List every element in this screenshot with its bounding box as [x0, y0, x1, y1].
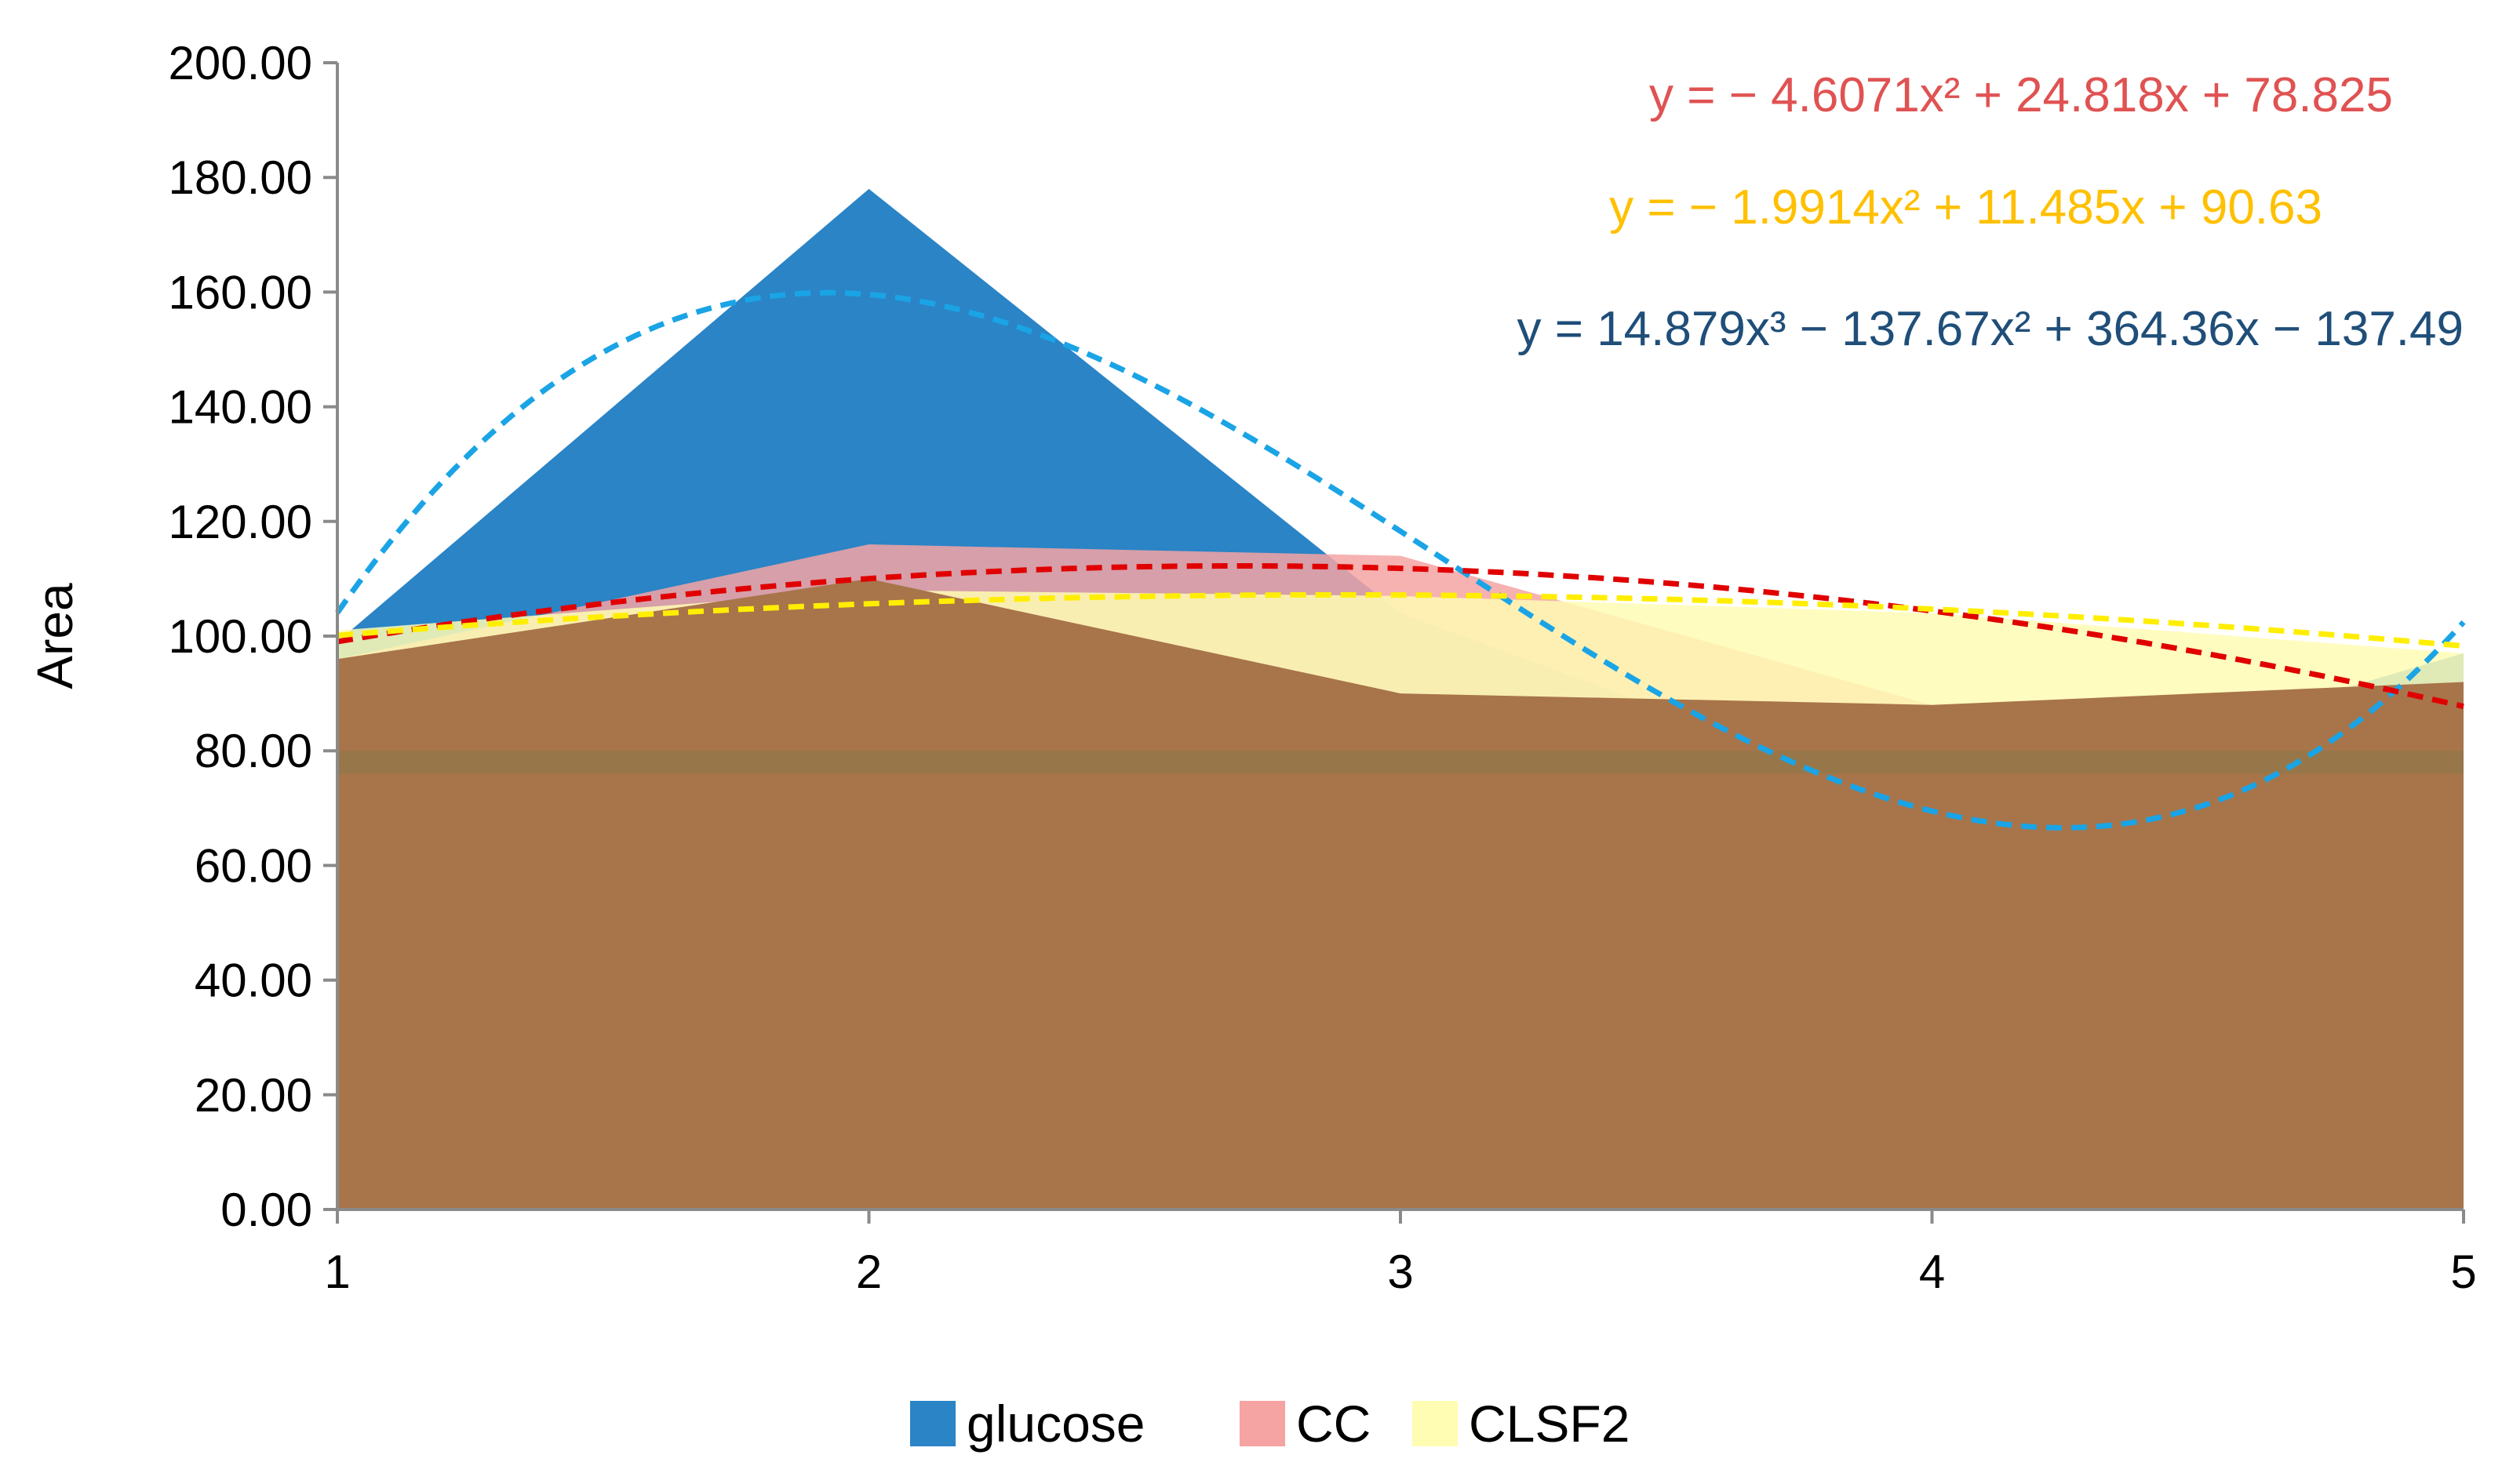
- x-tick-label: 1: [324, 1246, 350, 1298]
- y-tick-label: 100.00: [168, 610, 312, 663]
- y-tick-label: 180.00: [168, 151, 312, 204]
- y-tick-label: 20.00: [195, 1069, 312, 1122]
- legend-swatch-clsf2: [1412, 1401, 1458, 1446]
- x-tick-label: 3: [1387, 1246, 1413, 1298]
- overlap-area: [337, 578, 2464, 1209]
- x-tick-label: 2: [856, 1246, 882, 1298]
- legend-label-cc: CC: [1296, 1395, 1371, 1453]
- x-tick-label: 4: [1919, 1246, 1945, 1298]
- y-axis-ticks: 0.00 20.00 40.00 60.00 80.00 100.00 120.00 140.…: [168, 37, 337, 1236]
- trendline-clsf2: [337, 591, 2464, 649]
- y-tick-label: 0.00: [220, 1184, 312, 1236]
- y-tick-label: 80.00: [195, 725, 312, 777]
- trendline-cc: [337, 563, 2464, 710]
- legend-swatch-glucose: [910, 1401, 956, 1446]
- legend: glucose CC CLSF2: [910, 1395, 1630, 1453]
- y-tick-label: 160.00: [168, 266, 312, 318]
- y-tick-label: 200.00: [168, 37, 312, 89]
- legend-label-clsf2: CLSF2: [1469, 1395, 1630, 1453]
- y-tick-label: 40.00: [195, 955, 312, 1007]
- y-axis-title: Area: [27, 583, 83, 689]
- trendline-glucose: [335, 289, 2466, 831]
- legend-swatch-cc: [1240, 1401, 1285, 1446]
- y-tick-label: 120.00: [168, 496, 312, 548]
- equation-glucose: y = 14.879x³ − 137.67x² + 364.36x − 137.…: [1517, 302, 2464, 356]
- x-axis-ticks: 1 2 3 4 5: [324, 1209, 2477, 1298]
- overlap-band: [337, 751, 2464, 774]
- y-tick-label: 140.00: [168, 381, 312, 434]
- trendlines: [335, 289, 2466, 831]
- legend-label-glucose: glucose: [967, 1395, 1145, 1453]
- equation-clsf2: y = − 1.9914x² + 11.485x + 90.63: [1609, 180, 2322, 235]
- area-overlap: [337, 578, 2464, 1209]
- equation-cc: y = − 4.6071x² + 24.818x + 78.825: [1649, 68, 2393, 122]
- x-tick-label: 5: [2450, 1246, 2476, 1298]
- trendline-equations: y = 14.879x³ − 137.67x² + 364.36x − 137.…: [1517, 68, 2464, 356]
- y-tick-label: 60.00: [195, 839, 312, 892]
